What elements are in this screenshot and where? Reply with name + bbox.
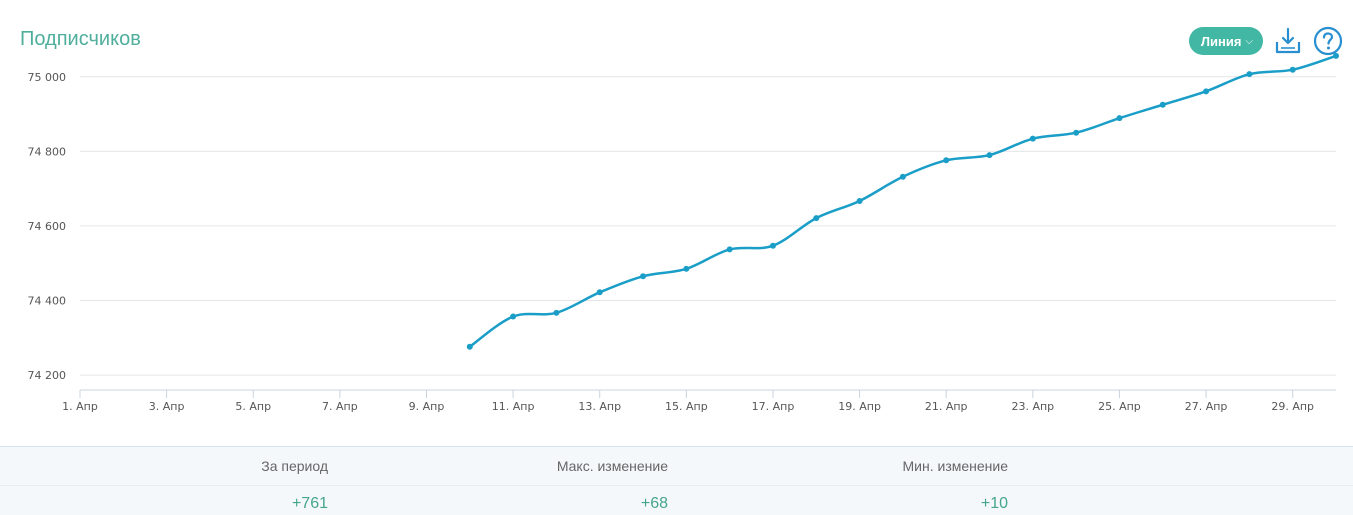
x-tick-label: 25. Апр <box>1098 400 1141 413</box>
data-point[interactable] <box>596 289 603 296</box>
data-point[interactable] <box>510 313 517 320</box>
data-point[interactable] <box>1203 88 1210 95</box>
download-button[interactable] <box>1273 26 1303 56</box>
chart-type-label: Линия <box>1200 33 1242 49</box>
data-point[interactable] <box>683 265 690 272</box>
data-point[interactable] <box>986 152 993 159</box>
x-tick-label: 5. Апр <box>235 400 271 413</box>
data-point[interactable] <box>943 157 950 164</box>
data-point[interactable] <box>640 273 647 280</box>
data-point[interactable] <box>1333 52 1339 59</box>
stat-max-change-value: +68 <box>640 495 668 512</box>
help-icon <box>1313 26 1343 56</box>
data-point[interactable] <box>1029 135 1036 142</box>
y-tick-label: 74 800 <box>28 145 67 158</box>
data-point[interactable] <box>1289 66 1296 73</box>
data-point[interactable] <box>899 173 906 180</box>
help-button[interactable] <box>1313 26 1343 56</box>
subscribers-line-chart: 74 200 74 400 74 600 74 800 75 000 1. Апр 3. … <box>28 52 1339 413</box>
data-point[interactable] <box>1246 71 1253 78</box>
data-point[interactable] <box>1116 115 1123 122</box>
stat-period-value: +761 <box>291 495 328 512</box>
y-tick-label: 75 000 <box>28 71 67 84</box>
chart-type-dropdown[interactable]: Линия ⌵ <box>1188 27 1263 55</box>
stats-divider <box>0 485 1353 486</box>
data-point[interactable] <box>813 215 820 222</box>
stat-min-change-label: Мин. изменение <box>902 458 1009 474</box>
x-tick-label: 19. Апр <box>838 400 881 413</box>
data-point[interactable] <box>856 197 863 204</box>
y-axis: 74 200 74 400 74 600 74 800 75 000 <box>28 71 67 382</box>
x-tick-label: 23. Апр <box>1011 400 1054 413</box>
x-tick-label: 17. Апр <box>752 400 795 413</box>
x-tick-label: 27. Апр <box>1185 400 1228 413</box>
data-point[interactable] <box>769 242 776 249</box>
series-line <box>469 54 1337 348</box>
data-point[interactable] <box>466 343 473 350</box>
chart-title: Подписчиков <box>20 28 141 50</box>
stat-max-change-label: Макс. изменение <box>556 458 668 474</box>
x-tick-label: 11. Апр <box>492 400 535 413</box>
y-tick-label: 74 600 <box>28 220 67 233</box>
data-point[interactable] <box>726 246 733 253</box>
y-tick-label: 74 400 <box>28 295 67 308</box>
plot-area <box>466 52 1339 350</box>
x-tick-label: 13. Апр <box>578 400 621 413</box>
chevron-down-icon: ⌵ <box>1245 35 1253 47</box>
stat-period-label: За период <box>261 458 328 474</box>
data-point[interactable] <box>1073 129 1080 136</box>
x-tick-label: 3. Апр <box>149 400 185 413</box>
x-tick-label: 29. Апр <box>1271 400 1314 413</box>
x-tick-label: 1. Апр <box>62 400 98 413</box>
x-tick-label: 9. Апр <box>409 400 445 413</box>
x-tick-label: 7. Апр <box>322 400 358 413</box>
download-icon <box>1275 27 1301 54</box>
y-tick-label: 74 200 <box>28 369 67 382</box>
stats-panel: За период Макс. изменение Мин. изменение… <box>0 446 1353 515</box>
x-axis: 1. Апр 3. Апр 5. Апр 7. Апр 9. Апр 11. Апр 13.… <box>62 389 1336 413</box>
stat-min-change-value: +10 <box>980 495 1008 512</box>
x-tick-label: 15. Апр <box>665 400 708 413</box>
grid-lines <box>80 76 1336 376</box>
chart-toolbar: Линия ⌵ <box>1188 26 1343 56</box>
data-point[interactable] <box>1159 101 1166 108</box>
x-tick-label: 21. Апр <box>925 400 968 413</box>
data-point[interactable] <box>553 309 560 316</box>
